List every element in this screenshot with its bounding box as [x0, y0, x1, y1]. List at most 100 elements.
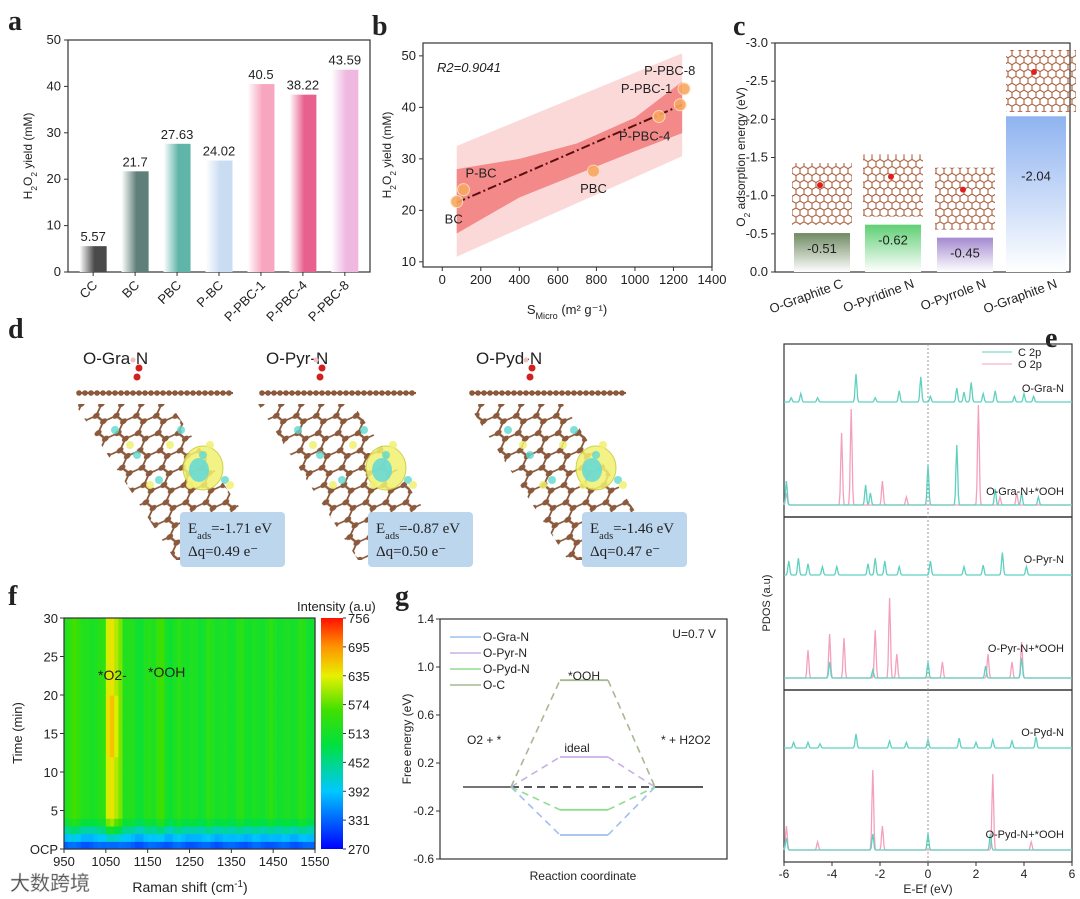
heatmap-cell — [277, 664, 283, 673]
heatmap-cell — [285, 825, 291, 835]
heatmap-cell — [80, 641, 86, 650]
heatmap-cell — [310, 671, 316, 681]
heatmap-cell — [285, 618, 291, 627]
heatmap-cell — [143, 764, 149, 773]
heatmap-cell — [105, 702, 111, 711]
heatmap-cell — [139, 695, 145, 704]
heatmap-cell — [268, 733, 274, 742]
heatmap-cell — [285, 795, 291, 804]
heatmap-cell — [97, 818, 103, 827]
heatmap-cell — [110, 825, 115, 835]
heatmap-cell — [143, 725, 149, 735]
heatmap-cell — [181, 802, 186, 812]
heatmap-cell — [310, 633, 316, 642]
heatmap-cell — [239, 756, 245, 765]
heatmap-cell — [160, 648, 165, 658]
heatmap-cell — [197, 625, 203, 634]
heatmap-cell — [89, 772, 94, 781]
heatmap-cell — [139, 664, 145, 673]
heatmap-cell — [97, 633, 103, 642]
heatmap-cell — [294, 725, 299, 735]
heatmap-cell — [281, 787, 287, 796]
heatmap-cell — [168, 710, 174, 719]
heatmap-cell — [168, 810, 174, 819]
heatmap-cell — [285, 718, 291, 727]
heatmap-cell — [285, 756, 291, 765]
heatmap-cell — [181, 641, 186, 650]
heatmap-cell — [181, 679, 186, 688]
heatmap-cell — [151, 779, 157, 788]
charge-density-lobe — [539, 481, 547, 489]
heatmap-cell — [68, 695, 73, 704]
heatmap-cell — [231, 695, 237, 704]
heatmap-cell — [143, 687, 149, 696]
heatmap-cell — [310, 841, 316, 850]
heatmap-cell — [248, 772, 253, 781]
connector-line — [510, 679, 561, 788]
heatmap-cell — [64, 741, 69, 750]
heatmap-cell — [264, 679, 270, 688]
heatmap-cell — [160, 679, 165, 688]
heatmap-cell — [294, 679, 299, 688]
heatmap-cell — [64, 695, 69, 704]
heatmap-cell — [76, 825, 82, 835]
heatmap-cell — [72, 710, 78, 719]
heatmap-cell — [135, 725, 140, 735]
heatmap-cell — [147, 733, 153, 742]
heatmap-cell — [164, 695, 170, 704]
heatmap-cell — [294, 687, 299, 696]
heatmap-cell — [310, 710, 316, 719]
colorbar-tick-label: 635 — [348, 669, 370, 684]
heatmap-cell — [214, 664, 220, 673]
heatmap-cell — [126, 779, 132, 788]
heatmap-cell — [64, 702, 69, 711]
heatmap-cell — [84, 618, 90, 627]
heatmap-cell — [273, 810, 278, 819]
heatmap-cell — [172, 841, 178, 850]
heatmap-cell — [289, 695, 295, 704]
y-tick-label: -1.0 — [746, 188, 768, 203]
heatmap-cell — [227, 833, 232, 842]
heatmap-cell — [68, 656, 73, 665]
heatmap-cell — [189, 710, 195, 719]
heatmap-cell — [147, 664, 153, 673]
heatmap-cell — [68, 648, 73, 658]
heatmap-cell — [176, 710, 182, 719]
heatmap-cell — [143, 710, 149, 719]
heatmap-cell — [143, 618, 149, 627]
heatmap-cell — [110, 841, 115, 850]
heatmap-cell — [235, 679, 241, 688]
heatmap-cell — [97, 625, 103, 634]
heatmap-cell — [114, 810, 119, 819]
heatmap-cell — [160, 710, 165, 719]
heatmap-cell — [231, 733, 237, 742]
heatmap-cell — [277, 810, 283, 819]
heatmap-cell — [189, 764, 195, 773]
heatmap-cell — [89, 764, 94, 773]
heatmap-cell — [139, 656, 145, 665]
legend-label: O-Pyd-N — [483, 662, 530, 676]
heatmap-cell — [260, 841, 266, 850]
x-tick-label: 1000 — [620, 272, 649, 287]
heatmap-cell — [289, 664, 295, 673]
heatmap-cell — [72, 671, 78, 681]
heatmap-cell — [210, 695, 216, 704]
heatmap-cell — [227, 818, 232, 827]
heatmap-cell — [197, 787, 203, 796]
data-point — [587, 164, 601, 178]
heatmap-cell — [298, 633, 304, 642]
heatmap-cell — [289, 795, 295, 804]
heatmap-cell — [172, 641, 178, 650]
heatmap-cell — [197, 825, 203, 835]
heatmap-cell — [89, 648, 94, 658]
adsorption-energy-text: Eads=-1.71 eV — [188, 521, 272, 542]
heatmap-cell — [139, 625, 145, 634]
heatmap-cell — [114, 779, 119, 788]
heatmap-cell — [181, 725, 186, 735]
heatmap-cell — [222, 641, 228, 650]
y-tick-label: 1.4 — [417, 612, 434, 626]
heatmap-cell — [306, 671, 312, 681]
heatmap-cell — [256, 779, 262, 788]
heatmap-cell — [122, 633, 128, 642]
heatmap-cell — [76, 648, 82, 658]
